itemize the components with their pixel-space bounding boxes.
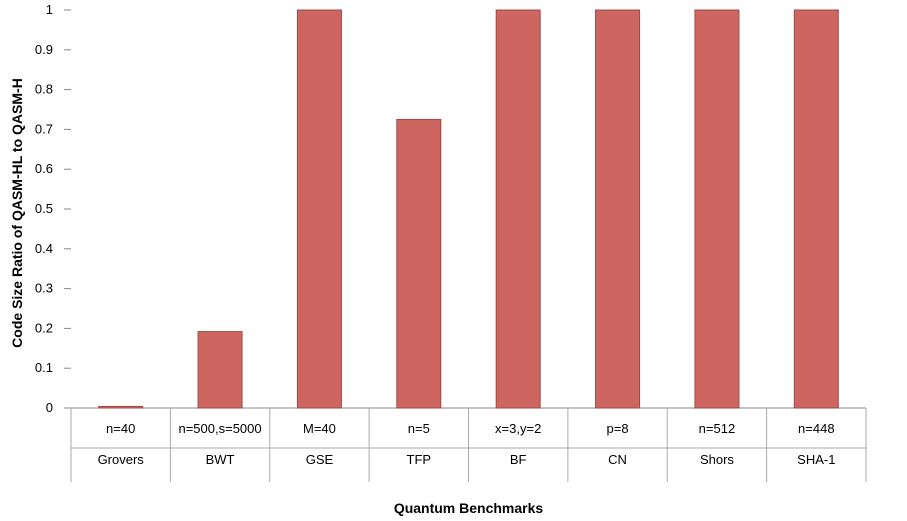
y-tick-label: 0.6	[35, 161, 53, 176]
bar	[197, 331, 243, 409]
y-tick-label: 0	[46, 400, 53, 415]
parameter-label: n=40	[106, 421, 135, 436]
y-tick-label: 0.4	[35, 241, 53, 256]
y-tick-label: 0.5	[35, 201, 53, 216]
parameter-label: x=3,y=2	[495, 421, 541, 436]
y-axis-ticks: 0 0.1 0.2 0.3 0.4 0.5 0.6 0.7 0.8 0.9 1	[35, 2, 71, 415]
bar	[98, 405, 144, 409]
category-label: SHA-1	[797, 452, 835, 467]
bar	[396, 118, 442, 409]
category-label: TFP	[407, 452, 432, 467]
bar	[296, 9, 342, 409]
category-label: BWT	[206, 452, 235, 467]
category-table: n=40 n=500,s=5000 M=40 n=5 x=3,y=2 p=8 n=512 n=…	[70, 408, 867, 482]
parameter-label: n=448	[798, 421, 835, 436]
y-axis-title: Code Size Ratio of QASM-HL to QASM-H	[9, 78, 25, 348]
y-tick-label: 1	[46, 2, 53, 17]
category-label: Grovers	[98, 452, 145, 467]
bar	[495, 9, 541, 409]
parameter-label: n=500,s=5000	[178, 421, 261, 436]
y-tick-label: 0.1	[35, 360, 53, 375]
category-label: GSE	[306, 452, 334, 467]
bar	[694, 9, 740, 409]
y-tick-label: 0.3	[35, 281, 53, 296]
parameter-label: M=40	[303, 421, 336, 436]
category-label: Shors	[700, 452, 734, 467]
category-label: BF	[510, 452, 527, 467]
y-tick-label: 0.7	[35, 121, 53, 136]
bars	[98, 9, 839, 409]
y-tick-label: 0.8	[35, 82, 53, 97]
category-label: CN	[608, 452, 627, 467]
parameter-label: n=512	[699, 421, 736, 436]
bar	[793, 9, 839, 409]
parameter-label: n=5	[408, 421, 430, 436]
y-tick-label: 0.2	[35, 320, 53, 335]
parameter-label: p=8	[607, 421, 629, 436]
bar	[595, 9, 641, 409]
y-tick-label: 0.9	[35, 42, 53, 57]
x-axis-title: Quantum Benchmarks	[394, 500, 544, 516]
